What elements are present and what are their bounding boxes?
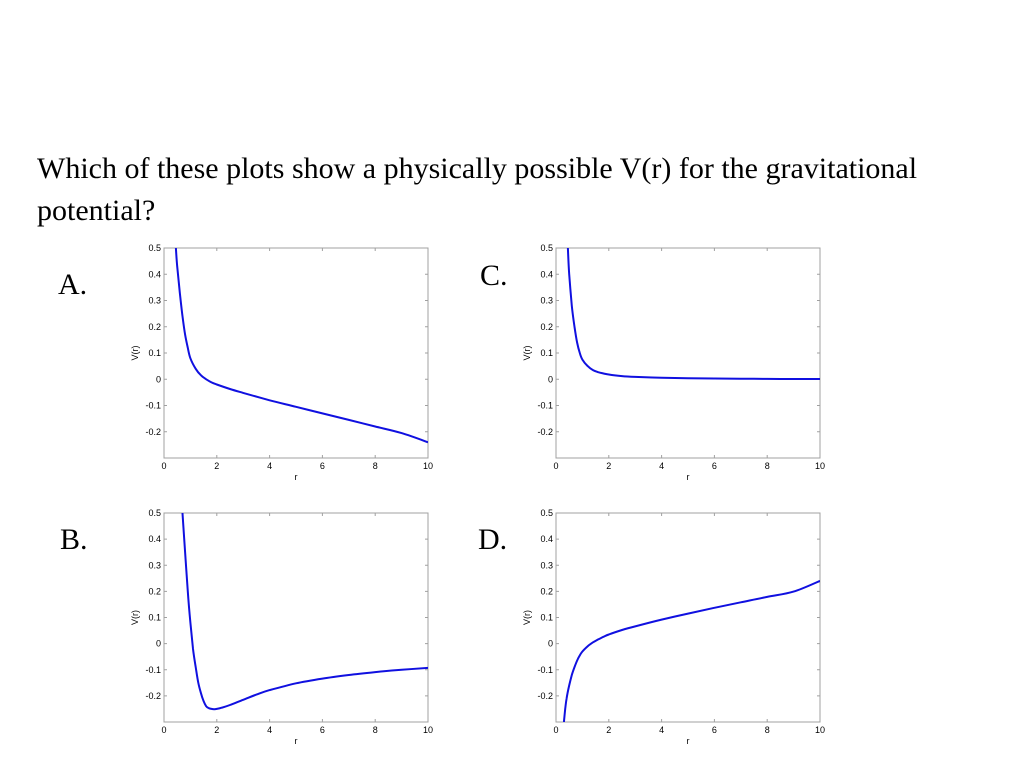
y-axis-label: V(r) — [522, 346, 532, 361]
x-tick-label: 2 — [606, 725, 611, 735]
y-tick-label: 0.2 — [148, 586, 161, 596]
x-tick-label: 0 — [553, 725, 558, 735]
plot-frame — [555, 512, 821, 723]
y-tick-label: -0.2 — [537, 691, 553, 701]
x-tick-label: 10 — [815, 725, 825, 735]
x-tick-label: 6 — [712, 461, 717, 471]
y-tick-label: 0.1 — [540, 348, 553, 358]
y-tick-label: 0.5 — [540, 243, 553, 253]
panel-label-c: C. — [480, 259, 508, 292]
series-line — [566, 248, 820, 381]
y-tick-label: 0.4 — [540, 269, 553, 279]
x-tick-label: 2 — [214, 725, 219, 735]
y-tick-label: -0.2 — [145, 427, 161, 437]
x-tick-label: 10 — [815, 461, 825, 471]
x-tick-label: 4 — [659, 461, 664, 471]
series-line — [174, 248, 428, 444]
x-axis-label: r — [295, 472, 298, 482]
y-tick-label: 0 — [548, 639, 553, 649]
x-tick-label: 0 — [161, 725, 166, 735]
y-tick-label: 0.1 — [540, 613, 553, 623]
y-axis-label: V(r) — [522, 610, 532, 625]
y-tick-label: -0.1 — [145, 665, 161, 675]
y-tick-label: 0.2 — [540, 586, 553, 596]
x-tick-label: 2 — [606, 461, 611, 471]
x-tick-label: 8 — [765, 461, 770, 471]
y-tick-label: -0.1 — [145, 401, 161, 411]
x-tick-label: 10 — [423, 461, 433, 471]
x-tick-label: 2 — [214, 461, 219, 471]
x-tick-label: 8 — [373, 461, 378, 471]
y-tick-label: -0.2 — [145, 691, 161, 701]
series-line — [181, 513, 428, 711]
series-line — [562, 579, 820, 722]
y-tick-label: 0.4 — [148, 534, 161, 544]
y-tick-label: 0.1 — [148, 348, 161, 358]
x-tick-label: 4 — [267, 725, 272, 735]
y-tick-label: 0.5 — [148, 508, 161, 518]
x-axis-label: r — [687, 472, 690, 482]
y-tick-label: 0.2 — [148, 322, 161, 332]
y-tick-label: 0.5 — [540, 508, 553, 518]
y-tick-label: -0.1 — [537, 401, 553, 411]
x-tick-label: 8 — [765, 725, 770, 735]
panel-label-a: A. — [58, 268, 88, 301]
x-tick-label: 6 — [320, 461, 325, 471]
x-tick-label: 6 — [712, 725, 717, 735]
y-tick-label: 0 — [156, 639, 161, 649]
y-tick-label: 0.1 — [148, 613, 161, 623]
y-tick-label: 0 — [548, 374, 553, 384]
y-tick-label: 0.3 — [148, 560, 161, 570]
x-tick-label: 10 — [423, 725, 433, 735]
y-tick-label: 0.3 — [540, 560, 553, 570]
y-tick-label: -0.1 — [537, 665, 553, 675]
y-tick-label: 0.3 — [540, 296, 553, 306]
x-tick-label: 4 — [267, 461, 272, 471]
y-tick-label: 0.5 — [148, 243, 161, 253]
y-axis-label: V(r) — [130, 346, 140, 361]
x-tick-label: 0 — [553, 461, 558, 471]
x-tick-label: 4 — [659, 725, 664, 735]
x-tick-label: 6 — [320, 725, 325, 735]
x-axis-label: r — [295, 736, 298, 746]
x-tick-label: 0 — [161, 461, 166, 471]
x-tick-label: 8 — [373, 725, 378, 735]
y-tick-label: 0.3 — [148, 296, 161, 306]
y-tick-label: 0.4 — [148, 269, 161, 279]
question-text: Which of these plots show a physically p… — [37, 152, 918, 227]
y-tick-label: 0 — [156, 374, 161, 384]
y-tick-label: 0.4 — [540, 534, 553, 544]
x-axis-label: r — [687, 736, 690, 746]
y-axis-label: V(r) — [130, 610, 140, 625]
y-tick-label: -0.2 — [537, 427, 553, 437]
panel-label-d: D. — [478, 523, 508, 556]
panel-label-b: B. — [60, 523, 88, 556]
y-tick-label: 0.2 — [540, 322, 553, 332]
